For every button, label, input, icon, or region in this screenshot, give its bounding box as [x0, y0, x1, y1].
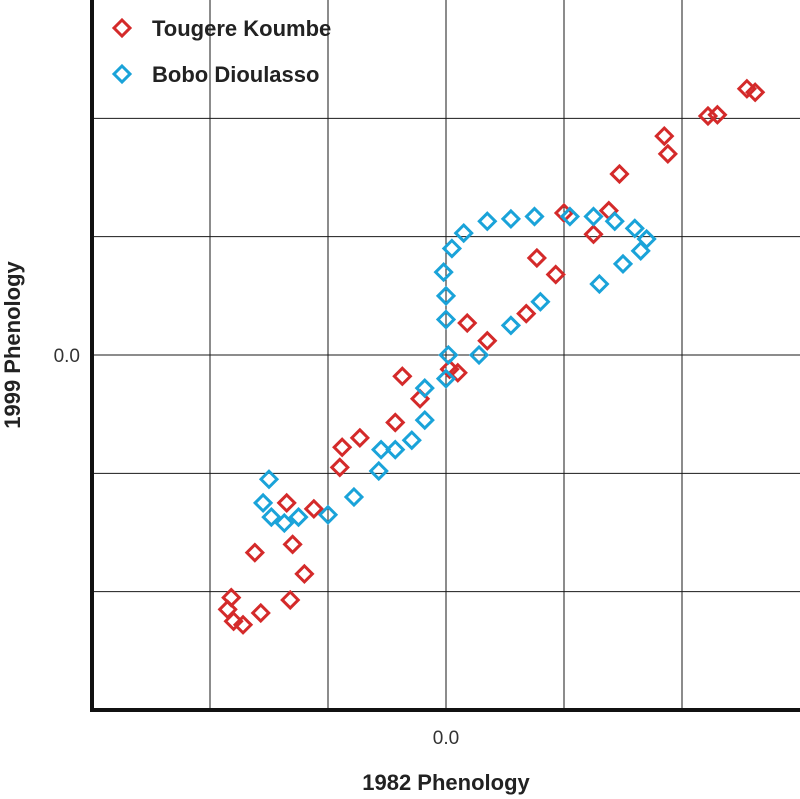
data-point — [468, 344, 490, 366]
data-point — [329, 457, 350, 478]
grid — [92, 0, 800, 710]
data-point — [438, 344, 459, 366]
data-point — [368, 460, 389, 482]
series-tougere-koumbe — [217, 78, 766, 635]
data-point — [349, 427, 370, 448]
data-point — [274, 512, 295, 534]
data-point — [500, 208, 522, 230]
y-axis-title: 1999 Phenology — [0, 260, 25, 428]
data-point — [435, 309, 457, 330]
x-axis-title: 1982 Phenology — [362, 770, 530, 795]
data-point — [280, 589, 301, 611]
data-point — [385, 439, 406, 460]
data-point — [303, 498, 324, 519]
data-point — [282, 534, 303, 555]
data-point — [583, 206, 604, 227]
data-point — [435, 285, 457, 306]
data-point — [414, 378, 435, 399]
data-point — [477, 211, 498, 232]
series-bobo-dioulasso — [252, 206, 657, 534]
data-point — [612, 253, 634, 275]
data-point — [288, 506, 309, 528]
data-point — [583, 224, 604, 245]
data-point — [244, 542, 265, 563]
data-point — [294, 563, 315, 585]
data-point — [258, 469, 280, 490]
data-point — [657, 143, 678, 164]
data-point — [609, 163, 630, 185]
data-point — [453, 222, 474, 244]
data-point — [477, 330, 498, 351]
data-point — [401, 430, 422, 451]
data-point — [559, 206, 581, 227]
data-point — [624, 218, 645, 239]
data-point — [630, 240, 651, 261]
data-point — [433, 262, 454, 283]
data-point — [697, 105, 719, 127]
data-point — [250, 602, 271, 624]
data-point — [332, 437, 353, 458]
legend-marker — [111, 63, 133, 85]
x-tick-label: 0.0 — [433, 728, 459, 749]
y-tick-label: 0.0 — [54, 346, 80, 367]
data-point — [589, 273, 610, 295]
data-point — [604, 211, 625, 232]
data-point — [516, 303, 537, 324]
data-point — [435, 368, 457, 389]
data-point — [545, 264, 566, 285]
data-point — [276, 492, 297, 514]
data-point — [654, 125, 675, 147]
data-point — [530, 291, 551, 312]
data-point — [447, 362, 468, 383]
axes: 0.0 0.0 — [54, 0, 800, 749]
legend-label: Bobo Dioulasso — [152, 62, 319, 87]
data-point — [223, 611, 244, 632]
legend-marker — [111, 17, 133, 39]
data-point — [343, 486, 365, 508]
data-point — [457, 312, 478, 334]
data-point — [232, 614, 254, 635]
data-point — [317, 504, 339, 525]
data-point — [252, 492, 274, 514]
data-point — [441, 238, 463, 259]
data-point — [370, 439, 392, 460]
data-point — [500, 315, 522, 336]
data-point — [707, 104, 728, 125]
data-point — [524, 206, 545, 227]
data-points — [217, 78, 766, 635]
legend: Tougere Koumbe Bobo Dioulasso — [111, 16, 331, 87]
legend-label: Tougere Koumbe — [152, 16, 331, 41]
data-point — [392, 366, 413, 387]
data-point — [261, 506, 282, 528]
data-point — [414, 409, 435, 431]
data-point — [526, 247, 547, 269]
data-point — [745, 82, 766, 103]
data-point — [385, 412, 406, 433]
